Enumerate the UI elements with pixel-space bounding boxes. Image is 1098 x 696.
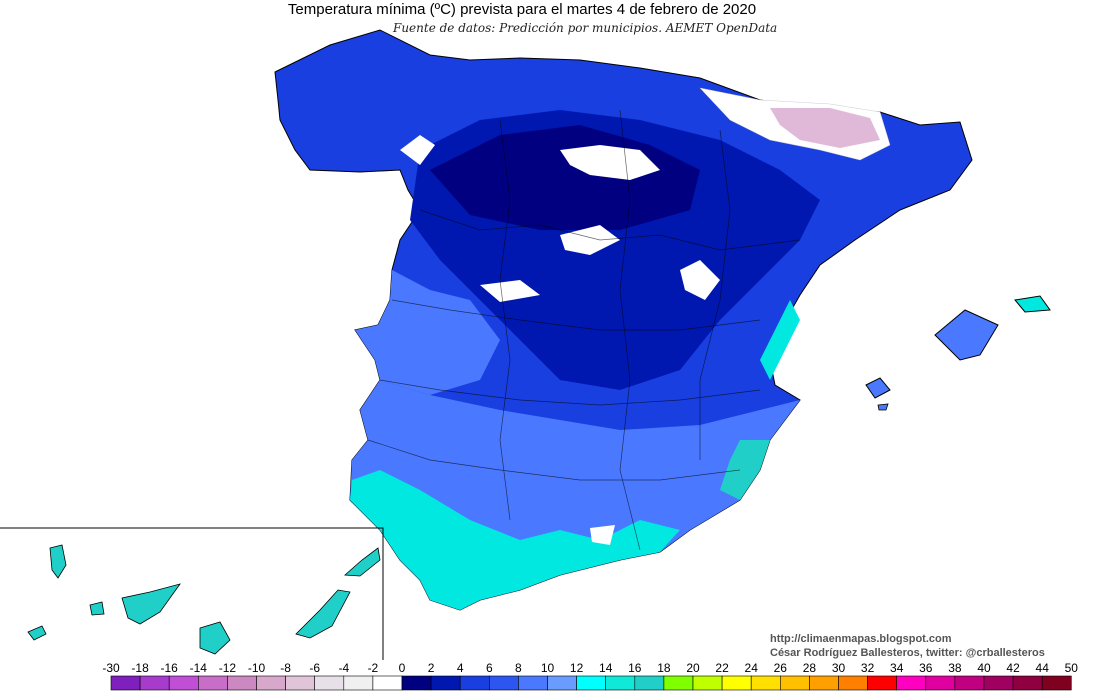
- legend-label: 12: [570, 661, 584, 675]
- credits: http://climaenmapas.blogspot.com César R…: [770, 632, 1045, 660]
- credits-author: César Rodríguez Ballesteros, twitter: @c…: [770, 647, 1045, 659]
- legend-swatch: [896, 675, 927, 691]
- legend-swatch: [867, 675, 897, 691]
- la-palma: [49, 544, 67, 579]
- legend-label: 50: [1065, 661, 1079, 675]
- legend-swatch: [692, 675, 723, 691]
- legend-swatch: [198, 675, 228, 691]
- legend-swatch: [721, 675, 752, 691]
- legend-label: 16: [628, 661, 642, 675]
- legend-swatch: [372, 675, 403, 691]
- legend-swatch: [750, 675, 781, 691]
- legend-swatch: [954, 675, 985, 691]
- la-gomera: [89, 601, 105, 616]
- legend-swatch: [256, 675, 286, 691]
- legend-swatch: [139, 675, 170, 691]
- legend-swatch: [488, 675, 519, 691]
- snow-nevada: [590, 525, 615, 545]
- legend-label: 32: [861, 661, 875, 675]
- lanzarote: [344, 547, 381, 577]
- legend-label: 22: [715, 661, 729, 675]
- legend-label: 36: [919, 661, 933, 675]
- mallorca: [934, 309, 999, 361]
- legend-label: -6: [309, 661, 320, 675]
- legend-label: -2: [368, 661, 379, 675]
- legend-swatch: [459, 675, 490, 691]
- legend-swatch: [576, 675, 606, 691]
- legend-swatch: [285, 675, 316, 691]
- legend-swatch: [547, 675, 577, 691]
- legend-swatch: [605, 675, 636, 691]
- south-coast-cyan: [350, 470, 680, 610]
- legend-label: -30: [102, 661, 120, 675]
- legend-label: 38: [948, 661, 962, 675]
- color-legend: -30 -18 -16 -14 -12 -10 -8 -6 -4 -2 0 2 4 6 8 10 12 14 16 1…: [102, 661, 1079, 691]
- legend-swatch: [925, 675, 956, 691]
- western-zone: [355, 270, 500, 395]
- snow-cantabria: [400, 135, 435, 165]
- legend-label: 2: [428, 661, 435, 675]
- legend-swatch: [1012, 675, 1043, 691]
- legend-label: -16: [161, 661, 179, 675]
- tenerife: [121, 583, 181, 625]
- legend-label: 28: [803, 661, 817, 675]
- legend-label: 24: [745, 661, 759, 675]
- legend-swatch: [838, 675, 868, 691]
- map-source: Fuente de datos: Predicción por municipi…: [393, 21, 778, 35]
- legend-label: 14: [599, 661, 613, 675]
- legend-swatch: [314, 675, 345, 691]
- formentera: [877, 403, 889, 411]
- legend-label: 26: [774, 661, 788, 675]
- ibiza: [865, 377, 891, 399]
- menorca: [1014, 295, 1051, 313]
- map-title: Temperatura mínima (ºC) prevista para el…: [287, 1, 757, 18]
- legend-label: -10: [248, 661, 266, 675]
- legend-swatch: [168, 675, 199, 691]
- legend-label: 6: [486, 661, 493, 675]
- el-hierro: [27, 625, 47, 641]
- east-coast-cyan: [760, 300, 800, 380]
- gran-canaria: [199, 621, 231, 655]
- legend-swatch: [809, 675, 839, 691]
- legend-swatch: [430, 675, 461, 691]
- snow-central: [560, 225, 620, 255]
- snow-iberico: [680, 260, 720, 300]
- legend-swatch: [1041, 675, 1072, 691]
- legend-swatch: [983, 675, 1014, 691]
- legend-swatch: [110, 675, 141, 691]
- snow-gredos: [560, 145, 660, 180]
- province-borders: [367, 109, 801, 551]
- murcia-coast-cyan: [720, 440, 770, 500]
- legend-label: -12: [219, 661, 237, 675]
- legend-label: 42: [1006, 661, 1020, 675]
- credits-blog: http://climaenmapas.blogspot.com: [770, 633, 952, 645]
- legend-label: 44: [1036, 661, 1050, 675]
- legend-swatch: [663, 675, 694, 691]
- legend-label: 8: [515, 661, 522, 675]
- legend-label: -4: [338, 661, 349, 675]
- legend-swatch: [227, 675, 257, 691]
- legend-swatch: [343, 675, 374, 691]
- pyrenees-pink: [770, 108, 880, 148]
- legend-label: 40: [977, 661, 991, 675]
- legend-label: -8: [280, 661, 291, 675]
- legend-label: 10: [541, 661, 555, 675]
- fuerteventura: [295, 589, 351, 639]
- legend-swatch: [518, 675, 548, 691]
- snow-sistema: [480, 280, 540, 302]
- legend-label: 0: [399, 661, 406, 675]
- legend-label: 30: [832, 661, 846, 675]
- legend-label: 20: [686, 661, 700, 675]
- legend-label: 4: [457, 661, 464, 675]
- legend-label: -14: [190, 661, 208, 675]
- legend-label: -18: [131, 661, 149, 675]
- legend-label: 18: [657, 661, 671, 675]
- legend-swatch: [634, 675, 665, 691]
- legend-swatch: [401, 675, 432, 691]
- legend-label: 34: [890, 661, 904, 675]
- canary-inset-frame: [0, 527, 384, 660]
- legend-swatch: [779, 675, 810, 691]
- temperature-map: [0, 29, 1051, 660]
